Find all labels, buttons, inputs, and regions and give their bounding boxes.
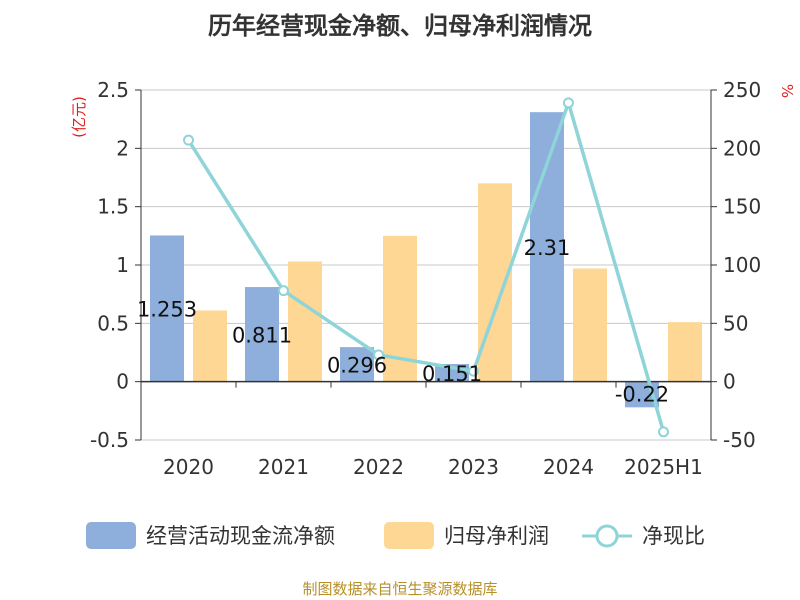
left-tick-label: 0.5 [97,311,129,335]
category-label: 2020 [163,455,214,479]
bar-profit [288,261,322,382]
left-tick-label: 2 [116,136,129,160]
left-tick-label: 2.5 [97,78,129,102]
left-tick-label: 1.5 [97,195,129,219]
category-label: 2023 [448,455,499,479]
right-tick-label: 250 [723,78,761,102]
ratio-point [373,349,384,361]
ratio-point [183,134,194,146]
legend-swatch-profit [384,522,434,549]
axes [135,89,717,441]
legend-swatch-cash [86,522,136,549]
ratio-point [468,365,479,377]
data-label-cash: 0.811 [232,323,292,347]
legend-label-cash: 经营活动现金流净额 [146,524,335,548]
category-label: 2025H1 [624,455,703,479]
bar-profit [573,268,607,382]
legend-label-ratio: 净现比 [642,524,705,548]
bar-cash [245,287,279,382]
left-tick-label: 0 [116,370,129,394]
right-tick-label: 0 [723,370,736,394]
category-label: 2024 [543,455,594,479]
bar-cash [530,112,564,382]
right-tick-label: -50 [723,428,756,452]
source-note: 制图数据来自恒生聚源数据库 [302,580,497,598]
data-label-cash: 1.253 [137,298,197,322]
left-tick-label: -0.5 [90,428,129,452]
category-label: 2021 [258,455,309,479]
right-tick-label: 150 [723,195,761,219]
legend: 经营活动现金流净额 归母净利润 净现比 [86,522,705,549]
right-axis-unit: % [778,84,796,98]
right-tick-label: 50 [723,311,748,335]
data-label-cash: 2.31 [524,236,571,260]
bar-cash [150,235,184,382]
legend-swatch-ratio-marker [595,524,619,548]
right-tick-label: 200 [723,136,761,160]
ratio-line [183,97,669,438]
left-tick-label: 1 [116,253,129,277]
category-label: 2022 [353,455,404,479]
bar-profit [193,310,227,382]
bar-cash [340,347,374,382]
data-label-cash: 0.151 [422,362,482,386]
grid-lines [141,89,711,441]
ratio-point [658,426,669,438]
ratio-point [563,97,574,109]
data-labels: 1.253 0.811 0.296 0.151 2.31 -0.22 [137,236,669,406]
right-tick-label: 100 [723,253,761,277]
chart-title: 历年经营现金净额、归母净利润情况 [208,12,592,40]
data-label-cash: 0.296 [327,353,387,377]
ratio-line-path [187,97,666,433]
data-label-cash: -0.22 [615,382,669,406]
left-axis-unit: (亿元) [70,96,88,138]
tick-labels: 2.5 2 1.5 1 0.5 0 -0.5 250 200 150 100 50 0 -50 2020 20… [90,78,761,479]
legend-label-profit: 归母净利润 [444,524,549,548]
bar-profit [668,322,702,382]
bar-profit [478,183,512,382]
ratio-point [278,285,289,297]
